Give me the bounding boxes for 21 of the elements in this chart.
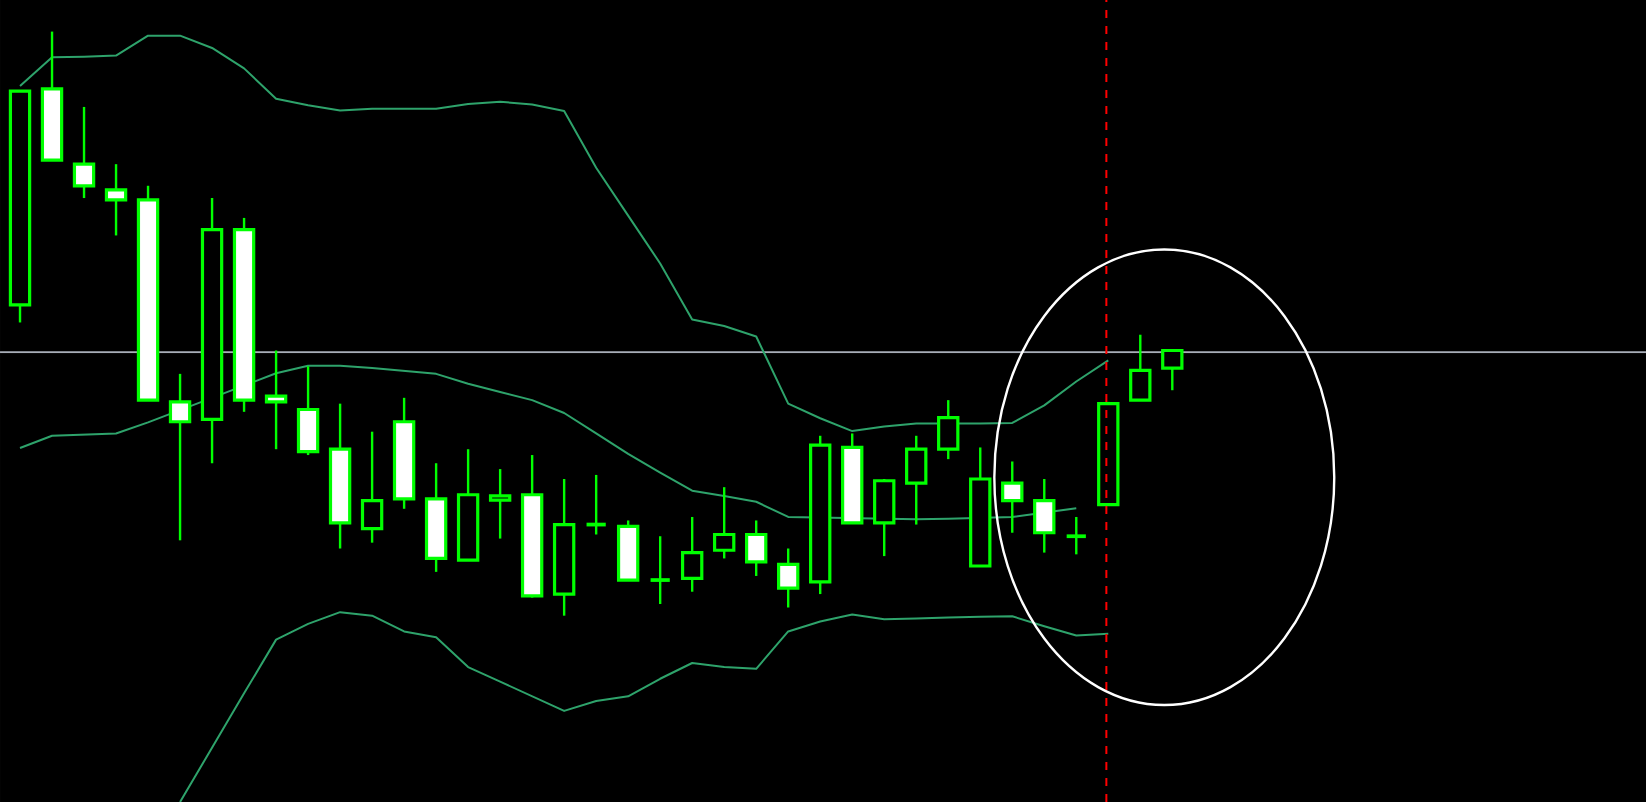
- candlestick: [873, 477, 896, 558]
- candlestick: [777, 547, 800, 609]
- candlestick: [680, 515, 704, 593]
- candlestick: [264, 349, 288, 451]
- candlestick: [488, 467, 512, 540]
- candlestick: [937, 398, 960, 461]
- candlestick: [72, 105, 96, 200]
- candlestick: [1033, 477, 1056, 554]
- candlestick: [648, 535, 672, 606]
- candlestick: [1001, 460, 1024, 534]
- candlestick: [360, 430, 384, 544]
- candlestick: [168, 372, 192, 542]
- candlestick: [296, 365, 320, 457]
- candlestick: [745, 519, 768, 578]
- candlestick: [905, 434, 928, 526]
- candlestick: [1161, 348, 1184, 392]
- candlestick: [1129, 333, 1152, 402]
- candlestick: [1064, 515, 1088, 556]
- candlestick: [712, 485, 736, 560]
- candlestick: [584, 473, 608, 536]
- candlestick: [104, 162, 128, 237]
